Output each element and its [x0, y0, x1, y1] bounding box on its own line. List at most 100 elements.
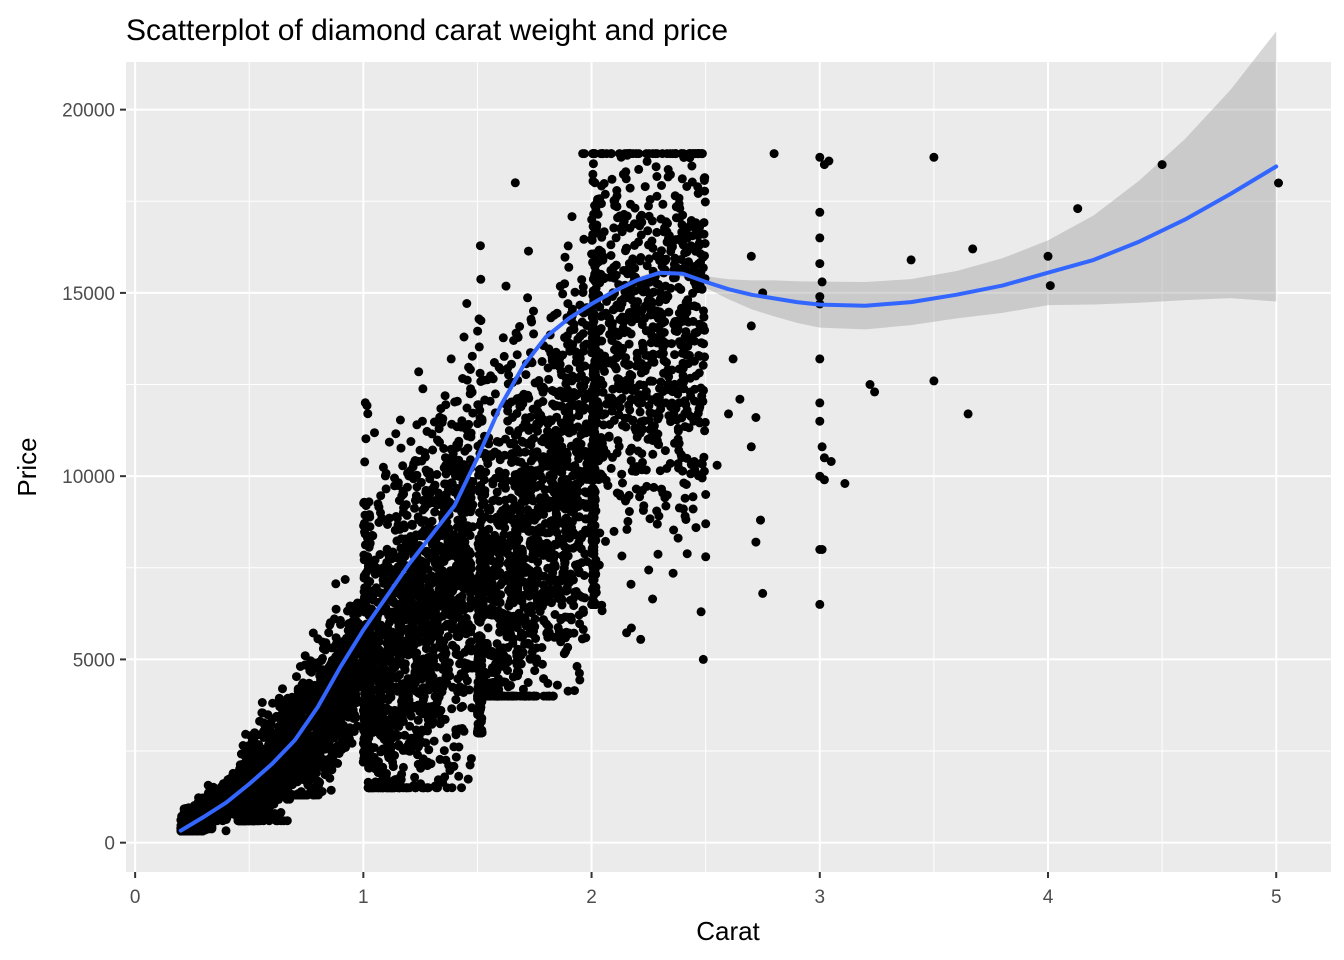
data-point — [299, 790, 309, 800]
data-point — [437, 714, 447, 724]
data-point — [567, 212, 577, 222]
data-point — [575, 675, 585, 685]
data-point — [365, 512, 375, 522]
data-point — [424, 520, 434, 530]
data-point — [428, 654, 438, 664]
data-point — [442, 678, 452, 688]
data-point — [465, 663, 474, 673]
data-point — [422, 592, 432, 602]
data-point — [390, 775, 400, 785]
data-point — [418, 783, 428, 793]
data-point — [208, 782, 218, 792]
data-point — [416, 689, 426, 699]
data-point — [365, 688, 375, 698]
data-point — [425, 636, 435, 646]
data-point — [447, 419, 457, 429]
data-point — [428, 445, 438, 455]
data-point — [348, 699, 358, 709]
data-point — [449, 742, 459, 752]
data-point — [529, 329, 539, 339]
data-point — [530, 666, 540, 676]
data-point — [440, 499, 450, 509]
data-point — [420, 701, 429, 711]
data-point — [327, 643, 337, 653]
data-point — [376, 491, 386, 501]
data-point — [466, 455, 475, 465]
data-point — [374, 502, 384, 512]
data-point — [341, 734, 351, 744]
data-point — [462, 375, 472, 385]
data-point — [544, 374, 554, 384]
data-point — [427, 678, 437, 688]
data-point — [379, 734, 389, 744]
data-point — [451, 752, 461, 762]
data-point — [504, 426, 514, 436]
data-point — [379, 578, 389, 588]
data-point — [414, 367, 424, 377]
data-point — [466, 428, 476, 438]
data-point — [429, 417, 439, 427]
data-point — [441, 453, 450, 463]
data-point — [207, 824, 217, 834]
data-point — [369, 752, 379, 762]
data-point — [261, 729, 271, 739]
data-point — [477, 414, 487, 424]
data-point — [262, 756, 272, 766]
data-point — [436, 404, 446, 414]
data-point — [424, 584, 434, 594]
data-point — [442, 479, 452, 489]
data-point — [327, 765, 337, 775]
data-point — [454, 771, 464, 781]
data-point — [510, 178, 520, 188]
data-point — [259, 718, 269, 728]
data-point — [410, 678, 420, 688]
data-point — [457, 525, 467, 535]
data-point — [221, 779, 231, 789]
data-point — [308, 783, 318, 793]
data-point — [490, 389, 500, 399]
data-point — [320, 770, 330, 780]
data-point — [438, 575, 448, 585]
data-point — [455, 630, 465, 640]
data-point — [524, 246, 533, 256]
data-point — [390, 783, 400, 793]
data-point — [285, 699, 295, 709]
data-point — [429, 736, 439, 746]
chart-title: Scatterplot of diamond carat weight and … — [126, 14, 728, 47]
data-point — [465, 603, 474, 613]
data-point — [462, 403, 472, 413]
data-point — [462, 624, 472, 634]
data-point — [449, 530, 459, 540]
data-point — [432, 500, 442, 510]
data-point — [335, 740, 345, 750]
data-point — [254, 740, 264, 750]
data-point — [305, 666, 315, 676]
data-point — [441, 755, 451, 765]
data-point — [325, 620, 335, 630]
data-point — [398, 461, 408, 471]
data-point — [186, 812, 196, 822]
data-point — [481, 467, 491, 477]
data-point — [316, 712, 326, 722]
data-point — [350, 685, 359, 695]
data-point — [401, 745, 411, 755]
data-point — [523, 293, 533, 303]
data-point — [447, 704, 457, 714]
data-point — [264, 740, 274, 750]
data-point — [459, 584, 469, 594]
data-point — [334, 676, 344, 686]
data-point — [391, 429, 401, 439]
data-point — [331, 579, 341, 589]
data-point — [498, 333, 508, 343]
data-point — [391, 673, 401, 683]
data-point — [473, 707, 482, 717]
data-point — [333, 758, 343, 768]
data-point — [413, 585, 423, 595]
data-point — [327, 696, 336, 706]
data-point — [492, 437, 502, 446]
data-point — [411, 702, 421, 712]
data-point — [398, 554, 408, 564]
data-point — [479, 475, 489, 485]
data-point — [257, 698, 267, 707]
data-point — [359, 571, 369, 581]
